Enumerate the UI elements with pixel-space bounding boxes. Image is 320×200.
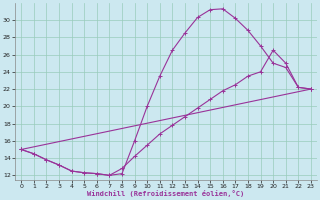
X-axis label: Windchill (Refroidissement éolien,°C): Windchill (Refroidissement éolien,°C) xyxy=(87,190,245,197)
